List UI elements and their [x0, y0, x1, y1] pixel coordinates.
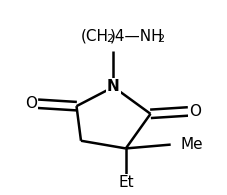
Text: )4—NH: )4—NH [110, 28, 163, 43]
Text: O: O [25, 96, 37, 111]
Text: (CH: (CH [81, 28, 109, 43]
Text: Me: Me [181, 137, 203, 152]
Text: Et: Et [118, 175, 134, 190]
Text: 2: 2 [157, 34, 164, 44]
Text: N: N [107, 79, 120, 94]
Text: 2: 2 [106, 34, 114, 44]
Text: O: O [189, 104, 201, 119]
